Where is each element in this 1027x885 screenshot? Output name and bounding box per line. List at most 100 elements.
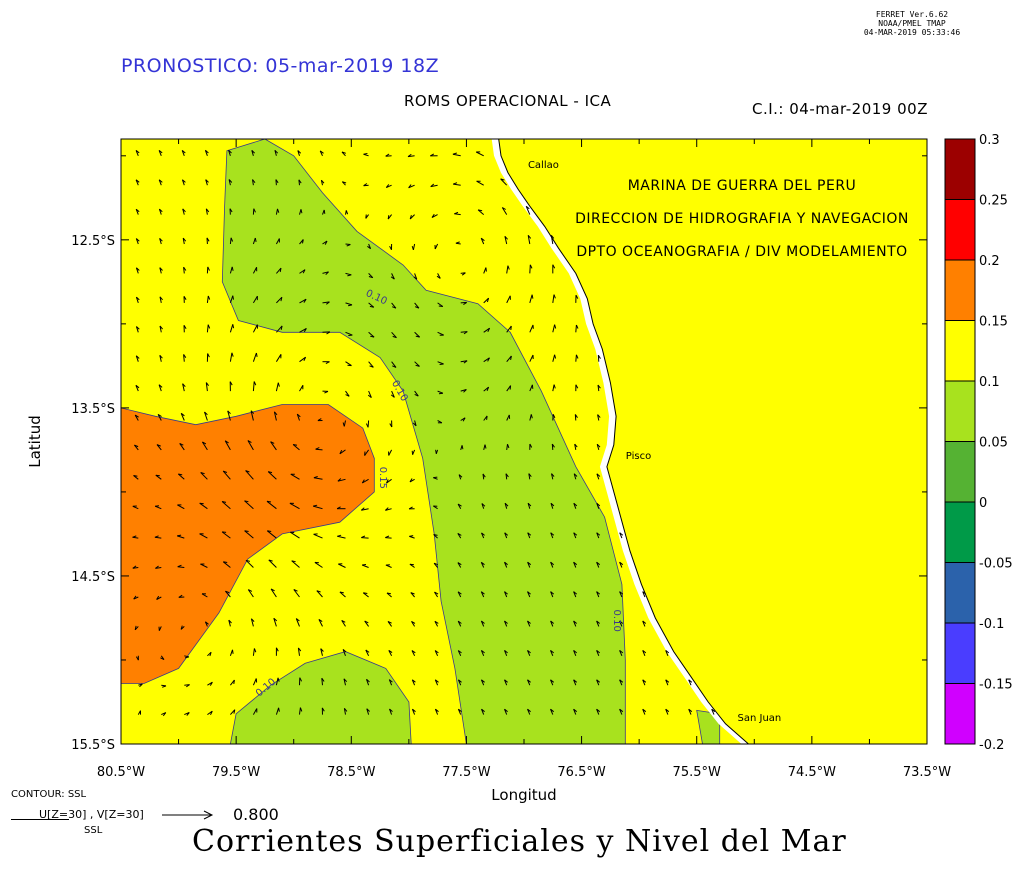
current-arrow: [619, 620, 624, 627]
current-arrow: [180, 625, 185, 630]
current-arrow: [573, 561, 578, 568]
current-arrow: [391, 302, 397, 309]
current-arrow: [315, 447, 323, 451]
current-arrow: [529, 324, 534, 333]
current-arrow: [250, 410, 255, 421]
current-arrow: [482, 473, 486, 480]
current-arrow: [204, 149, 209, 156]
current-arrow: [339, 591, 346, 598]
x-tick-label: 79.5°W: [212, 765, 260, 780]
colorbar-label: 0: [979, 496, 987, 511]
current-arrow: [343, 707, 348, 715]
current-arrow: [250, 618, 255, 627]
vector-scale-arrow: [162, 810, 214, 820]
current-arrow: [574, 414, 578, 421]
current-arrow: [133, 595, 139, 600]
current-arrow: [414, 331, 421, 338]
current-arrow: [361, 564, 369, 568]
current-arrow: [177, 504, 185, 510]
place-label: San Juan: [738, 713, 782, 724]
current-arrow: [688, 679, 693, 686]
current-arrow: [475, 151, 484, 157]
current-arrow: [299, 269, 306, 274]
current-arrow: [320, 179, 325, 186]
current-arrow: [437, 361, 444, 365]
current-arrow: [409, 214, 415, 220]
colorbar-swatch: [945, 441, 975, 502]
current-arrow: [619, 591, 624, 598]
current-arrow: [228, 179, 233, 186]
x-tick-label: 77.5°W: [442, 765, 490, 780]
current-arrow: [596, 591, 601, 598]
x-tick-label: 75.5°W: [673, 765, 721, 780]
current-arrow: [596, 473, 601, 480]
current-arrow: [665, 708, 670, 715]
current-arrow: [573, 591, 578, 598]
current-arrow: [368, 273, 374, 279]
colorbar-swatch: [945, 260, 975, 321]
current-arrow: [225, 590, 231, 598]
current-arrow: [665, 679, 670, 686]
current-arrow: [483, 297, 490, 304]
current-arrow: [483, 267, 487, 274]
current-arrow: [411, 708, 416, 715]
current-arrow: [453, 182, 461, 186]
current-arrow: [573, 532, 578, 539]
current-arrow: [483, 444, 487, 451]
current-arrow: [506, 295, 511, 304]
current-arrow: [435, 449, 439, 454]
current-arrow: [161, 712, 167, 717]
current-arrow: [574, 443, 578, 450]
current-arrow: [550, 561, 555, 568]
current-arrow: [342, 420, 346, 427]
current-arrow: [409, 478, 415, 483]
current-arrow: [252, 381, 257, 392]
current-arrow: [390, 273, 395, 280]
current-arrow: [275, 179, 279, 186]
current-arrow: [273, 411, 278, 421]
current-arrow: [529, 354, 534, 362]
current-arrow: [207, 681, 213, 686]
colorbar-label: -0.15: [979, 678, 1013, 693]
current-arrow: [437, 420, 443, 424]
current-arrow: [337, 534, 346, 539]
current-arrow: [573, 620, 578, 627]
current-arrow: [460, 445, 464, 451]
current-arrow: [160, 655, 165, 661]
current-arrow: [455, 241, 461, 245]
current-arrow: [345, 361, 352, 367]
current-arrow: [386, 592, 392, 598]
current-arrow: [527, 620, 531, 627]
current-arrow: [364, 620, 370, 627]
current-arrow: [527, 650, 531, 656]
current-arrow: [481, 532, 485, 539]
current-arrow: [368, 361, 374, 368]
current-arrow: [596, 502, 601, 509]
current-arrow: [385, 535, 392, 539]
current-arrow: [575, 354, 579, 362]
current-vectors: [132, 149, 716, 717]
current-arrow: [322, 209, 326, 215]
current-arrow: [205, 179, 209, 186]
current-arrow: [430, 183, 438, 188]
current-arrow: [386, 478, 392, 484]
current-arrow: [385, 507, 392, 511]
current-arrow: [573, 502, 578, 509]
current-arrow: [276, 325, 283, 333]
current-arrow: [133, 475, 139, 480]
current-arrow: [135, 208, 140, 215]
current-arrow: [368, 331, 375, 338]
current-arrow: [460, 331, 468, 335]
current-arrow: [252, 324, 258, 333]
current-arrow: [289, 502, 300, 510]
colorbar-swatch: [945, 683, 975, 744]
current-arrow: [367, 243, 372, 250]
current-arrow: [135, 326, 140, 333]
current-arrow: [229, 208, 233, 215]
y-tick-label: 14.5°S: [71, 570, 115, 585]
current-arrow: [506, 325, 512, 333]
main-title: Corrientes Superficiales y Nivel del Mar: [192, 824, 847, 859]
current-arrow: [245, 470, 254, 480]
